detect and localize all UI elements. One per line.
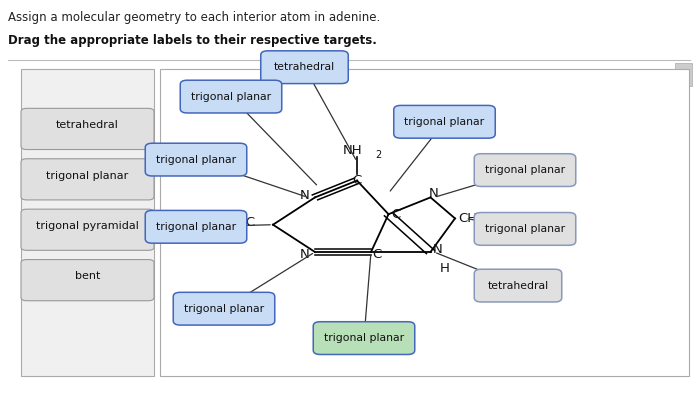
- Text: CH: CH: [458, 212, 477, 225]
- Text: Assign a molecular geometry to each interior atom in adenine.: Assign a molecular geometry to each inte…: [8, 10, 381, 24]
- Text: tetrahedral: tetrahedral: [274, 62, 335, 72]
- Text: 2: 2: [375, 150, 381, 160]
- Text: tetrahedral: tetrahedral: [487, 281, 549, 291]
- Text: C: C: [391, 208, 400, 221]
- Text: N: N: [300, 189, 309, 202]
- FancyBboxPatch shape: [314, 322, 414, 354]
- Text: trigonal planar: trigonal planar: [405, 117, 484, 127]
- FancyBboxPatch shape: [21, 108, 154, 150]
- Text: H: H: [440, 262, 449, 275]
- FancyBboxPatch shape: [475, 269, 561, 302]
- Text: bent: bent: [75, 271, 100, 281]
- Text: trigonal planar: trigonal planar: [156, 155, 236, 165]
- FancyBboxPatch shape: [393, 105, 496, 138]
- FancyBboxPatch shape: [146, 143, 247, 176]
- Text: trigonal planar: trigonal planar: [485, 165, 565, 175]
- Text: N: N: [429, 187, 439, 200]
- Text: trigonal pyramidal: trigonal pyramidal: [36, 221, 139, 231]
- Text: trigonal planar: trigonal planar: [485, 224, 565, 234]
- FancyBboxPatch shape: [174, 292, 274, 325]
- Text: trigonal planar: trigonal planar: [156, 222, 236, 232]
- Text: trigonal planar: trigonal planar: [184, 304, 264, 314]
- Text: trigonal planar: trigonal planar: [324, 333, 404, 343]
- Text: N: N: [433, 244, 442, 256]
- FancyBboxPatch shape: [21, 209, 154, 250]
- FancyBboxPatch shape: [21, 159, 154, 200]
- Text: tetrahedral: tetrahedral: [56, 120, 119, 130]
- Text: NH: NH: [342, 144, 362, 157]
- FancyBboxPatch shape: [675, 63, 692, 86]
- FancyBboxPatch shape: [260, 51, 349, 84]
- FancyBboxPatch shape: [181, 80, 281, 113]
- Text: trigonal planar: trigonal planar: [191, 92, 271, 102]
- Text: trigonal planar: trigonal planar: [46, 171, 129, 181]
- Text: Drag the appropriate labels to their respective targets.: Drag the appropriate labels to their res…: [8, 34, 377, 47]
- FancyBboxPatch shape: [21, 260, 154, 301]
- FancyBboxPatch shape: [146, 210, 247, 243]
- FancyBboxPatch shape: [475, 213, 575, 245]
- Text: C: C: [372, 248, 382, 260]
- Text: HC: HC: [237, 216, 256, 229]
- FancyBboxPatch shape: [21, 69, 154, 376]
- FancyBboxPatch shape: [160, 69, 689, 376]
- Text: C: C: [352, 174, 362, 187]
- Text: N: N: [300, 248, 309, 260]
- FancyBboxPatch shape: [475, 154, 575, 186]
